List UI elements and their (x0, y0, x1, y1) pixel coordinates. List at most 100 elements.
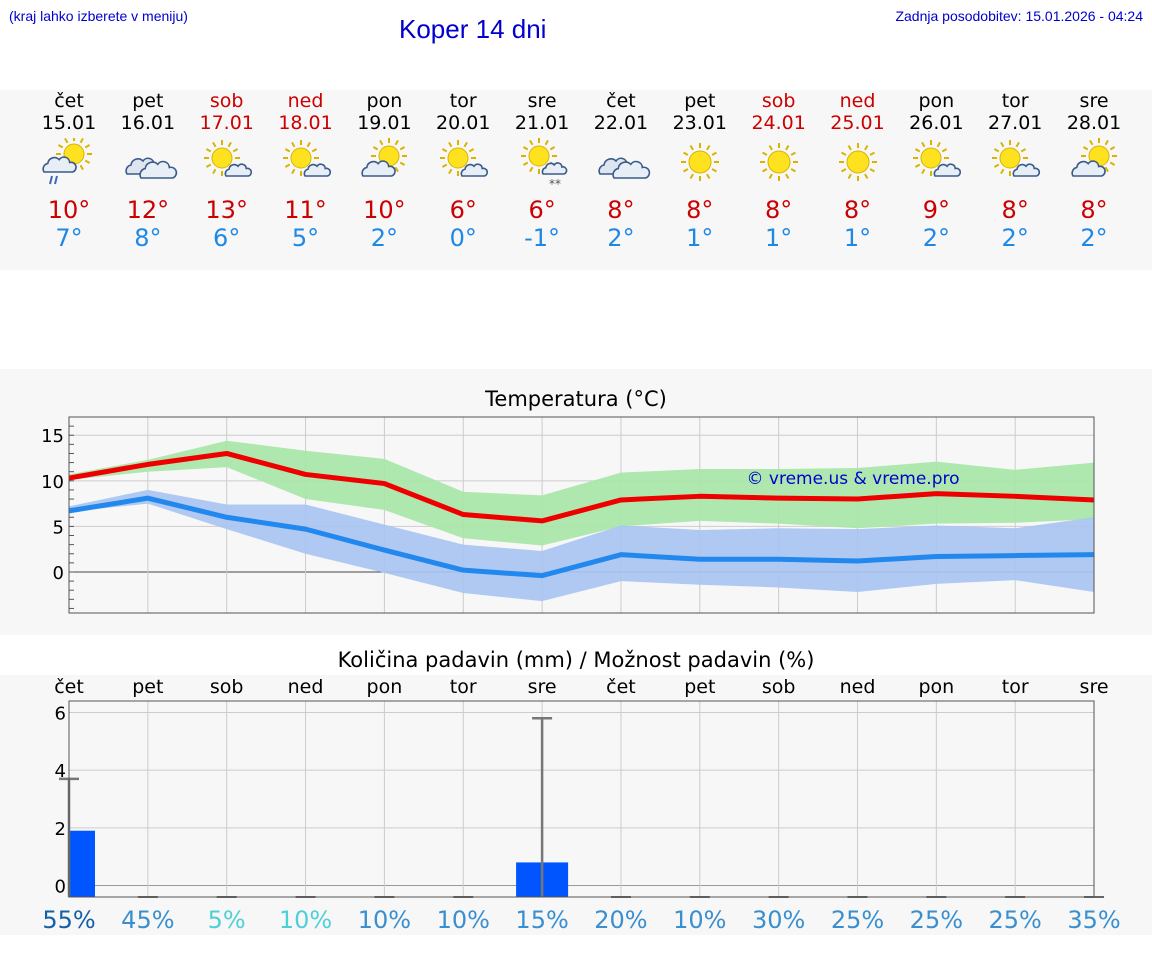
category-label: ned (288, 676, 324, 698)
temp-max: 9° (922, 196, 950, 224)
precip-probability: 25% (910, 906, 963, 934)
day-name: pet (132, 90, 164, 112)
precip-probability: 15% (515, 906, 568, 934)
category-label: pet (684, 676, 715, 698)
series-min-point (778, 558, 780, 560)
precip-probability: 10% (358, 906, 411, 934)
sun-small-cloud-icon (282, 140, 331, 177)
temp-max: 8° (607, 196, 635, 224)
day-name: ned (839, 90, 876, 112)
category-label: čet (606, 676, 636, 698)
series-min-point (699, 558, 701, 560)
series-max-point (226, 452, 228, 454)
location-hint: (kraj lahko izberete v meniju) (9, 8, 188, 24)
temperature-chart: 15 10 5 0 © vreme.us & vreme.pro (41, 416, 1095, 614)
series-max-point (699, 495, 701, 497)
min-range-band (69, 489, 1095, 602)
day-name: tor (449, 90, 477, 112)
temp-min: 5° (291, 224, 320, 252)
sun-cloud-rain-icon (42, 136, 92, 185)
category-label: čet (54, 676, 84, 698)
sun-small-cloud-icon (992, 140, 1041, 177)
temp-max: 13° (205, 196, 248, 224)
series-min-point (462, 569, 464, 571)
day-column: pet 16.01 12° 8° (109, 90, 187, 252)
sun-cloud-icon (361, 138, 408, 177)
category-label: tor (1002, 676, 1029, 698)
category-label: pet (132, 676, 163, 698)
temperature-chart-title: Temperatura (°C) (485, 387, 667, 411)
series-min-point (935, 555, 937, 557)
temp-min: 2° (1080, 224, 1108, 252)
day-name: sre (1079, 90, 1109, 112)
temp-min: 1° (843, 224, 872, 252)
series-min-point (305, 528, 307, 530)
day-date: 22.01 (593, 112, 649, 134)
page-title: Koper 14 dni (399, 14, 547, 44)
day-date: 27.01 (987, 112, 1043, 134)
temp-min: 2° (922, 224, 950, 252)
sun-cloud-snow-icon: ** (521, 138, 568, 191)
category-label: sre (528, 676, 557, 698)
temp-max: 11° (284, 196, 327, 224)
precipitation-chart: čet pet sob ned pon tor sre čet pet sob ned pon tor s… (42, 676, 1120, 934)
precip-probability: 10% (437, 906, 490, 934)
y-tick-label: 10 (41, 472, 64, 493)
series-max-line (68, 450, 1095, 524)
day-date: 16.01 (120, 112, 176, 134)
day-date: 17.01 (199, 112, 254, 134)
day-name: ned (287, 90, 324, 112)
temp-min: 2° (607, 224, 635, 252)
temp-max: 10° (47, 196, 91, 224)
forecast-summary: čet 15.01 10° 7° pet 16.01 12° 8° sob 17.01 13° 6° n… (0, 90, 1152, 270)
y-tick-label: 0 (55, 876, 66, 897)
temp-max: 6° (449, 196, 477, 224)
y-tick-label: 0 (53, 563, 64, 584)
series-max-point (1014, 495, 1016, 497)
temp-min: 1° (686, 224, 714, 252)
max-range-band (69, 440, 1095, 546)
day-date: 19.01 (357, 112, 412, 134)
temp-max: 12° (126, 196, 170, 224)
day-column: čet 22.01 8° 2° (582, 90, 660, 252)
day-name: sob (209, 90, 244, 112)
plot-border (68, 416, 1095, 614)
day-date: 20.01 (436, 112, 491, 134)
series-min-point (147, 497, 149, 499)
day-name: čet (54, 90, 84, 112)
temp-max: 8° (686, 196, 714, 224)
temp-min: 0° (449, 224, 477, 252)
watermark: © vreme.us & vreme.pro (746, 469, 959, 489)
y-tick-label: 4 (55, 761, 66, 782)
temp-min: 2° (370, 224, 399, 252)
precip-probability: 5% (208, 906, 246, 934)
day-column: sre 21.01 ** 6° -1° (503, 90, 581, 252)
series-max-point (857, 498, 858, 500)
plot-border (68, 700, 1095, 898)
day-column: ned 25.01 8° 1° (819, 90, 897, 252)
series-min-point (541, 575, 543, 577)
series-max-point (462, 514, 464, 516)
series-min-point (620, 554, 622, 556)
y-tick-label: 5 (53, 517, 64, 538)
sun-icon (759, 143, 798, 181)
day-name: tor (1001, 90, 1029, 112)
temp-max: 8° (1080, 196, 1108, 224)
series-max-point (541, 520, 543, 522)
precip-bar (69, 830, 95, 897)
series-max-point (778, 497, 780, 499)
series-max-point (305, 473, 307, 475)
day-column: tor 20.01 6° 0° (424, 90, 502, 252)
category-label: sob (762, 676, 796, 698)
precip-probability: 10% (279, 906, 332, 934)
day-column: ned 18.01 11° 5° (267, 90, 345, 252)
temp-min: 6° (213, 224, 241, 252)
day-column: sob 17.01 13° 6° (188, 90, 266, 252)
precip-probability: 25% (989, 906, 1042, 934)
precipitation-chart-title: Količina padavin (mm) / Možnost padavin … (337, 648, 815, 672)
precip-probability: 45% (121, 906, 174, 934)
precip-probability: 10% (673, 906, 726, 934)
day-column: pon 26.01 9° 2° (897, 90, 975, 252)
category-label: sob (210, 676, 244, 698)
temp-min: 2° (1001, 224, 1029, 252)
